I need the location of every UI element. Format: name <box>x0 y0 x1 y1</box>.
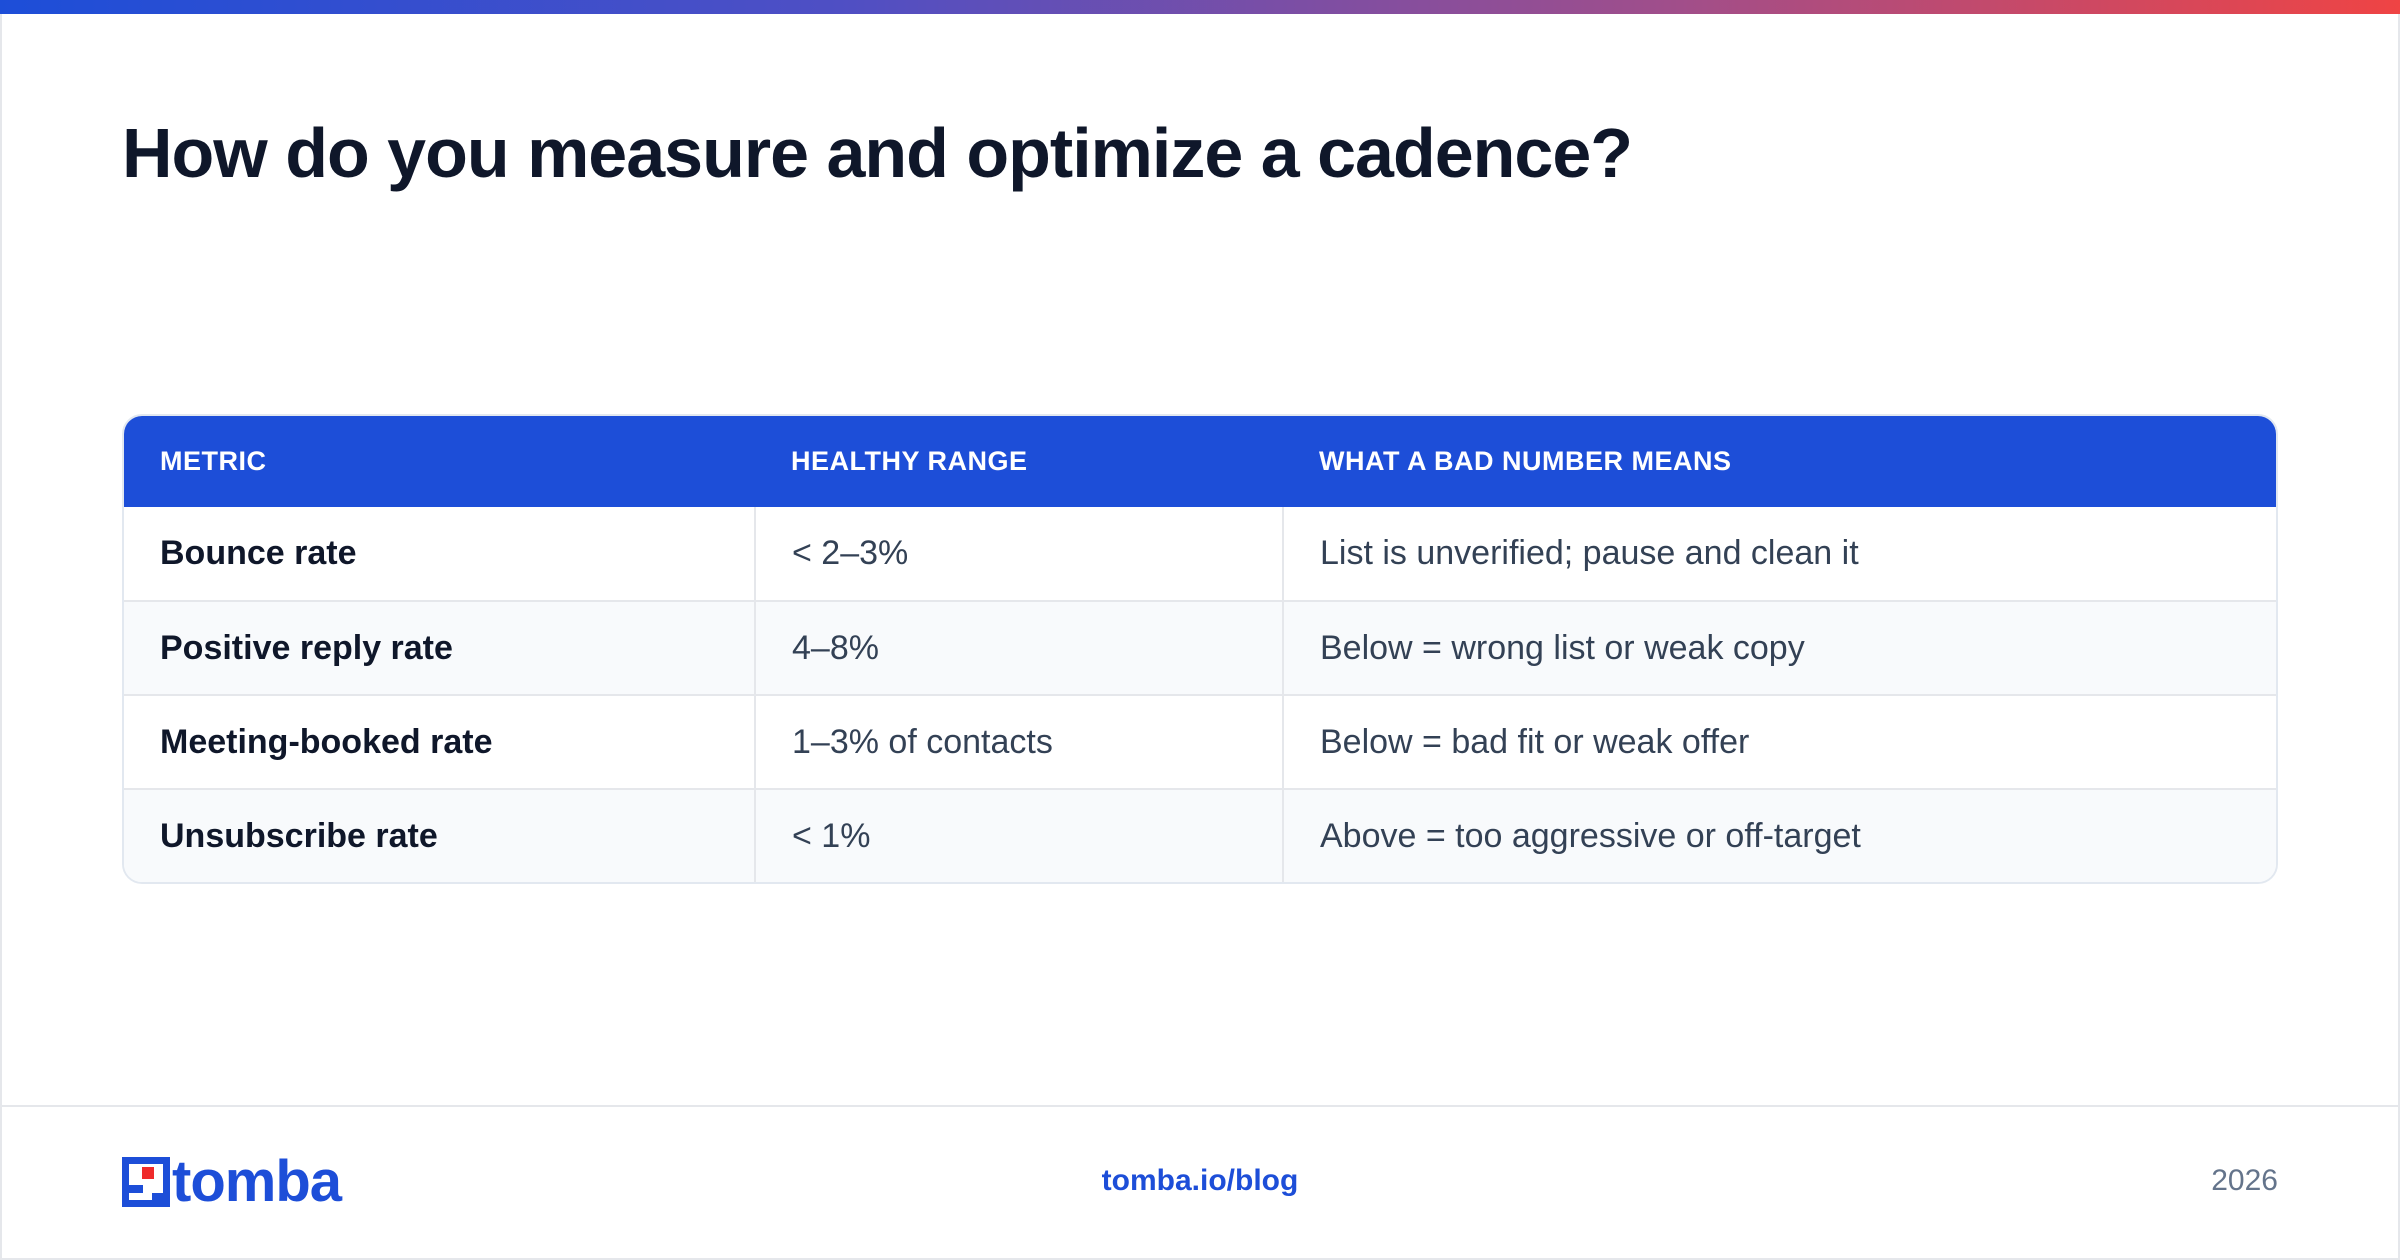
page-title: How do you measure and optimize a cadenc… <box>122 114 1633 192</box>
bad-number-meaning-cell: Below = wrong list or weak copy <box>1282 600 2276 695</box>
column-header-metric: METRIC <box>160 446 267 476</box>
logo-wordmark: tomba <box>172 1149 342 1214</box>
tomba-logo-mark-icon <box>122 1157 170 1207</box>
table-row: Meeting-booked rate 1–3% of contacts Bel… <box>124 694 2276 789</box>
blog-link[interactable]: tomba.io/blog <box>1101 1164 1299 1197</box>
column-header-healthy-range: HEALTHY RANGE <box>791 446 1028 476</box>
top-gradient-bar <box>0 0 2400 14</box>
table-row: Unsubscribe rate < 1% Above = too aggres… <box>124 788 2276 882</box>
tomba-logo[interactable]: tomba <box>122 1149 342 1214</box>
bad-number-meaning-cell: Above = too aggressive or off-target <box>1282 788 2276 882</box>
bad-number-meaning-cell: List is unverified; pause and clean it <box>1282 507 2276 601</box>
metric-cell: Positive reply rate <box>124 600 755 695</box>
table-row: Bounce rate < 2–3% List is unverified; p… <box>124 507 2276 601</box>
healthy-range-cell: < 1% <box>754 788 1283 882</box>
table-row: Positive reply rate 4–8% Below = wrong l… <box>124 600 2276 695</box>
healthy-range-cell: 1–3% of contacts <box>754 694 1283 789</box>
metrics-table: METRIC HEALTHY RANGE WHAT A BAD NUMBER M… <box>122 414 2278 884</box>
footer-divider <box>0 1105 2400 1107</box>
table-header-row: METRIC HEALTHY RANGE WHAT A BAD NUMBER M… <box>124 416 2276 507</box>
footer-year: 2026 <box>2211 1164 2278 1197</box>
metric-cell: Meeting-booked rate <box>124 694 755 789</box>
metric-cell: Unsubscribe rate <box>124 788 755 882</box>
healthy-range-cell: < 2–3% <box>754 507 1283 601</box>
column-header-bad-number-meaning: WHAT A BAD NUMBER MEANS <box>1319 446 1732 476</box>
healthy-range-cell: 4–8% <box>754 600 1283 695</box>
metric-cell: Bounce rate <box>160 534 357 572</box>
bad-number-meaning-cell: Below = bad fit or weak offer <box>1282 694 2276 789</box>
